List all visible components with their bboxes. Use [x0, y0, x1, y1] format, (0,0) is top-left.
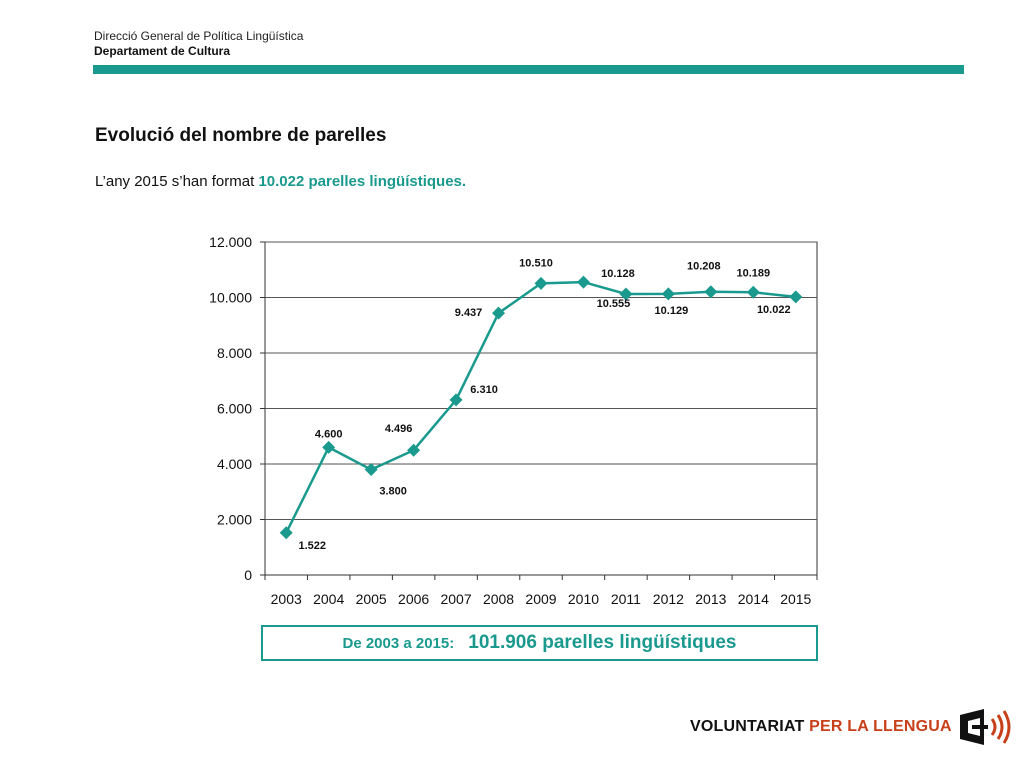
data-label: 10.555 — [597, 298, 631, 310]
data-label: 4.600 — [315, 428, 343, 440]
data-point — [661, 287, 675, 301]
data-point — [407, 443, 421, 457]
data-point — [279, 526, 293, 540]
data-label: 6.310 — [470, 384, 498, 396]
data-label: 3.800 — [379, 486, 407, 498]
data-point — [789, 290, 803, 304]
data-label: 1.522 — [298, 540, 326, 552]
series-line — [285, 280, 796, 534]
data-label: 4.496 — [385, 423, 413, 435]
data-label: 10.510 — [519, 257, 553, 269]
x-tick-label: 2014 — [738, 591, 769, 607]
org-name: Direcció General de Política Lingüística — [94, 29, 304, 43]
y-tick-label: 2.000 — [217, 512, 252, 528]
data-point — [619, 287, 633, 301]
y-tick-label: 4.000 — [217, 456, 252, 472]
x-tick-label: 2008 — [483, 591, 514, 607]
x-tick-label: 2006 — [398, 591, 429, 607]
subtitle-text: L’any 2015 s’han format — [95, 173, 259, 190]
x-tick-label: 2012 — [653, 591, 684, 607]
y-tick-label: 12.000 — [209, 234, 252, 250]
logo-text-part1: VOLUNTARIAT — [690, 718, 810, 735]
subtitle-highlight: 10.022 parelles lingüístiques. — [258, 173, 467, 190]
logo-text-part2: PER LA LLENGUA — [809, 718, 952, 735]
data-label: 10.129 — [655, 305, 689, 317]
summary-box: De 2003 a 2015: 101.906 parelles lingüís… — [261, 625, 818, 661]
data-label: 9.437 — [455, 307, 483, 319]
y-tick-label: 6.000 — [217, 401, 252, 417]
x-tick-label: 2013 — [695, 591, 726, 607]
header-rule — [93, 65, 964, 74]
y-tick-label: 10.000 — [209, 290, 252, 306]
data-point — [704, 285, 718, 299]
x-tick-label: 2009 — [525, 591, 556, 607]
x-tick-label: 2015 — [780, 591, 811, 607]
x-tick-label: 2011 — [611, 591, 641, 607]
speaker-waves-icon — [959, 709, 1011, 745]
x-tick-label: 2005 — [356, 591, 387, 607]
slide-title: Evolució del nombre de parelles — [95, 125, 387, 146]
data-point — [322, 440, 336, 454]
slide-subtitle: L’any 2015 s’han format 10.022 parelles … — [95, 173, 466, 190]
x-tick-label: 2003 — [271, 591, 302, 607]
data-label: 10.128 — [601, 268, 635, 280]
logo: VOLUNTARIAT PER LA LLENGUA — [690, 707, 1020, 747]
x-tick-label: 2004 — [313, 591, 344, 607]
summary-value: 101.906 parelles lingüístiques — [468, 632, 737, 653]
data-label: 10.208 — [687, 261, 721, 273]
data-point — [746, 285, 760, 299]
data-label: 10.189 — [736, 267, 770, 279]
department-name: Departament de Cultura — [94, 44, 231, 58]
logo-text: VOLUNTARIAT PER LA LLENGUA — [690, 718, 952, 736]
x-tick-label: 2010 — [568, 591, 599, 607]
y-tick-label: 8.000 — [217, 345, 252, 361]
data-label: 10.022 — [757, 304, 791, 316]
data-point — [534, 276, 548, 290]
data-point — [364, 463, 378, 477]
data-point — [449, 393, 463, 407]
data-point — [492, 306, 506, 320]
data-point — [576, 275, 590, 289]
y-tick-label: 0 — [244, 567, 252, 583]
x-tick-label: 2007 — [440, 591, 471, 607]
summary-label: De 2003 a 2015: — [342, 634, 455, 652]
